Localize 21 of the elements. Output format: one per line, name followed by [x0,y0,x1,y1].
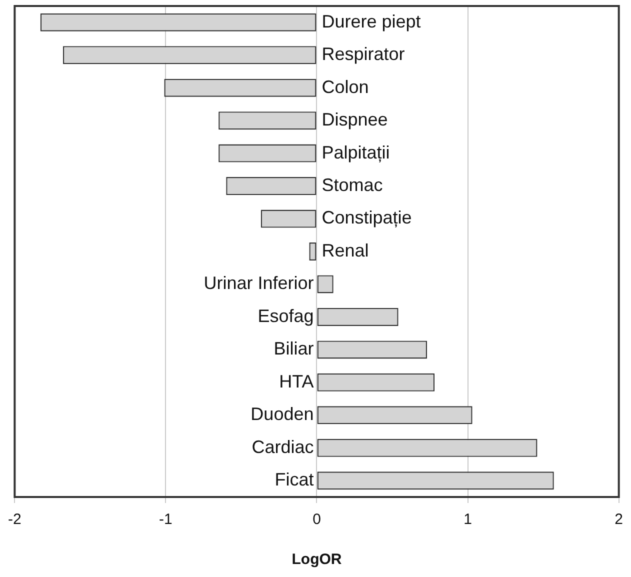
y-tick-label: Duoden [250,404,314,424]
x-tick-label: 2 [614,511,623,528]
x-axis-title: LogOR [292,551,342,568]
y-tick-label: Stomac [322,175,383,195]
x-tick-label: -2 [8,511,22,528]
y-tick-label: Palpitații [322,142,390,162]
y-tick-label: Dispnee [322,110,388,130]
y-tick-label: Ficat [274,470,314,490]
x-tick-label: 0 [312,511,321,528]
y-tick-label: HTA [279,371,314,392]
y-tick-label: Urinar Inferior [204,273,314,294]
y-tick-label: Esofag [258,306,314,326]
x-tick-label: 1 [464,511,472,528]
y-tick-label: Durere piept [322,11,421,32]
y-tick-label: Renal [322,240,369,260]
y-tick-label: Constipație [322,208,412,228]
y-tick-label: Respirator [322,44,405,64]
y-tick-label: Biliar [274,338,314,359]
y-tick-label: Colon [322,76,369,97]
y-tick-label: Cardiac [252,436,314,457]
x-tick-label: -1 [159,511,172,528]
